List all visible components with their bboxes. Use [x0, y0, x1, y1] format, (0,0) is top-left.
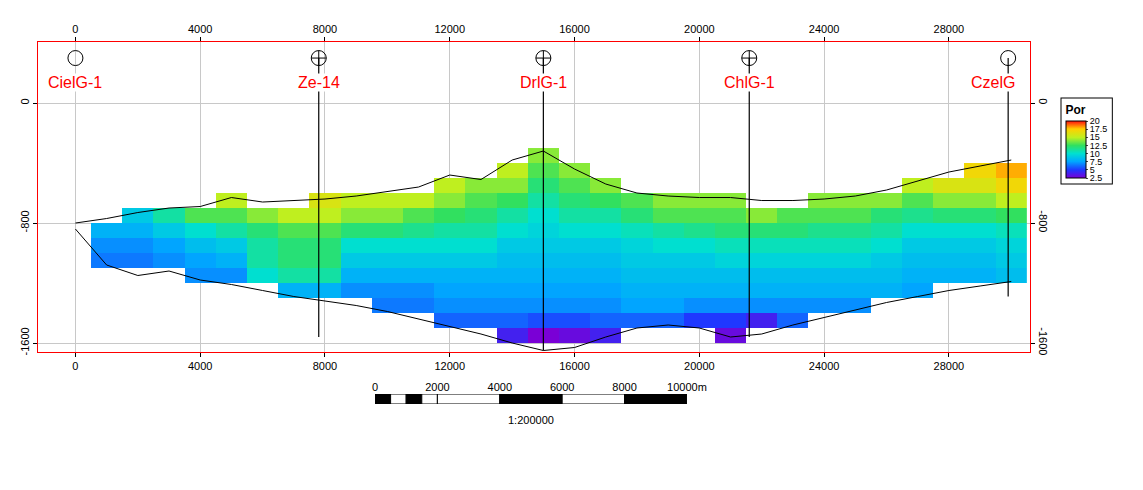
svg-text:6000: 6000	[550, 381, 574, 393]
svg-text:20: 20	[1090, 116, 1100, 126]
svg-text:16000: 16000	[559, 23, 590, 35]
svg-text:20000: 20000	[684, 360, 715, 372]
svg-text:DrlG-1: DrlG-1	[520, 74, 567, 91]
svg-text:CzelG: CzelG	[971, 74, 1015, 91]
svg-text:12000: 12000	[434, 360, 465, 372]
svg-text:4000: 4000	[188, 23, 212, 35]
svg-text:0: 0	[72, 360, 78, 372]
svg-text:10: 10	[1090, 149, 1100, 159]
svg-text:5: 5	[1090, 165, 1095, 175]
svg-text:17.5: 17.5	[1090, 124, 1108, 134]
svg-text:12000: 12000	[434, 23, 465, 35]
svg-text:-800: -800	[19, 210, 31, 232]
svg-text:1:200000: 1:200000	[508, 414, 554, 426]
svg-text:0: 0	[72, 23, 78, 35]
svg-text:2.5: 2.5	[1090, 173, 1103, 183]
svg-text:4000: 4000	[188, 360, 212, 372]
svg-text:12.5: 12.5	[1090, 141, 1108, 151]
svg-text:20000: 20000	[684, 23, 715, 35]
svg-text:CielG-1: CielG-1	[48, 74, 102, 91]
svg-text:-1600: -1600	[19, 327, 31, 355]
svg-text:8000: 8000	[313, 360, 337, 372]
svg-text:0: 0	[372, 381, 378, 393]
svg-text:4000: 4000	[488, 381, 512, 393]
svg-text:24000: 24000	[809, 360, 840, 372]
svg-text:10000m: 10000m	[667, 381, 707, 393]
svg-text:8000: 8000	[612, 381, 636, 393]
svg-text:0: 0	[19, 98, 31, 104]
svg-text:15: 15	[1090, 132, 1100, 142]
svg-text:ChlG-1: ChlG-1	[724, 74, 775, 91]
svg-text:Ze-14: Ze-14	[298, 74, 340, 91]
svg-text:2000: 2000	[425, 381, 449, 393]
svg-text:0: 0	[1037, 98, 1049, 104]
svg-text:8000: 8000	[313, 23, 337, 35]
svg-text:7.5: 7.5	[1090, 157, 1103, 167]
svg-text:-800: -800	[1037, 210, 1049, 232]
svg-text:-1600: -1600	[1037, 327, 1049, 355]
svg-text:28000: 28000	[934, 23, 965, 35]
svg-text:28000: 28000	[934, 360, 965, 372]
svg-text:Por: Por	[1066, 103, 1086, 117]
svg-text:16000: 16000	[559, 360, 590, 372]
svg-text:24000: 24000	[809, 23, 840, 35]
